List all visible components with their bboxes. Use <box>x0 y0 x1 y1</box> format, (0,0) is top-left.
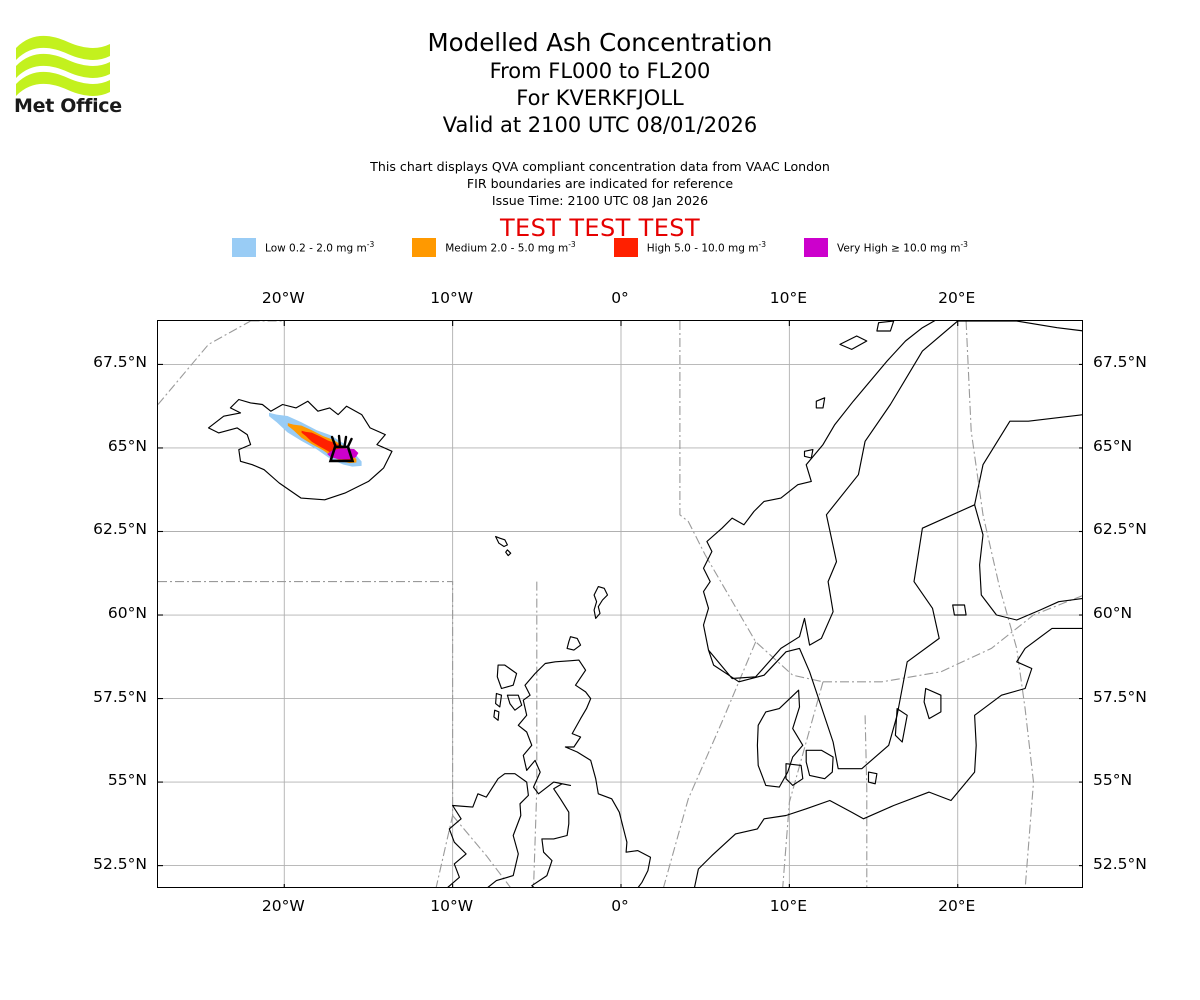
map-frame <box>157 320 1083 888</box>
coastlines <box>207 321 1082 887</box>
lon-tick-label-bottom-4: 20°E <box>938 897 976 915</box>
legend-label-high: High 5.0 - 10.0 mg m-3 <box>646 240 766 255</box>
lon-tick-label-top-2: 0° <box>611 289 629 307</box>
map-plot: 20°W 20°W 10°W 10°W 0° 0° 10°E 10°E 20°E 20°E 67.5… <box>93 289 1147 915</box>
legend-swatch-high <box>613 238 638 257</box>
volcano-name: For KVERKFJOLL <box>516 86 684 110</box>
lat-tick-label-left-0: 67.5°N <box>93 353 147 372</box>
lat-tick-label-left-5: 55°N <box>107 771 147 790</box>
legend-item-high: High 5.0 - 10.0 mg m-3 <box>613 238 766 257</box>
legend-label-low: Low 0.2 - 2.0 mg m-3 <box>265 240 375 255</box>
flight-level-range: From FL000 to FL200 <box>489 59 711 83</box>
logo-wordmark: Met Office <box>14 95 122 114</box>
lon-tick-label-bottom-0: 20°W <box>261 897 305 915</box>
lat-tick-label-right-6: 52.5°N <box>1093 854 1147 873</box>
lon-tick-label-bottom-3: 10°E <box>769 897 807 915</box>
lat-tick-label-right-4: 57.5°N <box>1093 687 1147 706</box>
lon-tick-label-top-3: 10°E <box>769 289 807 307</box>
valid-time: Valid at 2100 UTC 08/01/2026 <box>442 113 758 137</box>
qva-note: This chart displays QVA compliant concen… <box>370 159 830 174</box>
lat-tick-label-left-6: 52.5°N <box>93 854 147 873</box>
issue-time: Issue Time: 2100 UTC 08 Jan 2026 <box>491 193 709 208</box>
legend-label-medium: Medium 2.0 - 5.0 mg m-3 <box>445 240 576 255</box>
lat-tick-label-right-3: 60°N <box>1093 604 1133 623</box>
met-office-logo: Met Office <box>12 22 122 114</box>
lat-tick-label-right-1: 65°N <box>1093 436 1133 455</box>
lat-tick-label-left-3: 60°N <box>107 604 147 623</box>
lat-tick-label-left-1: 65°N <box>107 436 147 455</box>
legend-swatch-low <box>232 238 257 257</box>
lon-tick-label-bottom-2: 0° <box>611 897 629 915</box>
legend-swatch-very-high <box>803 238 828 257</box>
concentration-legend: Low 0.2 - 2.0 mg m-3 Medium 2.0 - 5.0 mg… <box>0 238 1200 257</box>
test-banner: TEST TEST TEST <box>499 214 700 242</box>
lon-tick-label-top-4: 20°E <box>938 289 976 307</box>
lon-tick-label-top-0: 20°W <box>261 289 305 307</box>
fir-boundaries <box>158 321 1082 887</box>
map-gridlines <box>158 321 1082 887</box>
lon-tick-label-top-1: 10°W <box>430 289 474 307</box>
fir-note: FIR boundaries are indicated for referen… <box>466 176 734 191</box>
lat-tick-label-right-5: 55°N <box>1093 771 1133 790</box>
lon-tick-label-bottom-1: 10°W <box>430 897 474 915</box>
map-canvas <box>158 321 1082 887</box>
met-office-waves-icon: Met Office <box>14 35 122 114</box>
lat-tick-label-left-4: 57.5°N <box>93 687 147 706</box>
volcano-symbol-marker <box>328 434 355 463</box>
lat-tick-label-right-0: 67.5°N <box>1093 353 1147 372</box>
lat-tick-label-left-2: 62.5°N <box>93 520 147 539</box>
legend-item-very-high: Very High ≥ 10.0 mg m-3 <box>803 238 968 257</box>
ash-plume-contours <box>269 412 362 467</box>
legend-swatch-medium <box>412 238 437 257</box>
chart-subtitle-block: This chart displays QVA compliant concen… <box>0 158 1200 209</box>
legend-item-medium: Medium 2.0 - 5.0 mg m-3 <box>412 238 576 257</box>
page-title: Modelled Ash Concentration <box>427 28 773 57</box>
legend-label-very-high: Very High ≥ 10.0 mg m-3 <box>836 240 968 255</box>
lat-tick-label-right-2: 62.5°N <box>1093 520 1147 539</box>
legend-item-low: Low 0.2 - 2.0 mg m-3 <box>232 238 374 257</box>
chart-title-block: Modelled Ash Concentration From FL000 to… <box>0 28 1200 139</box>
